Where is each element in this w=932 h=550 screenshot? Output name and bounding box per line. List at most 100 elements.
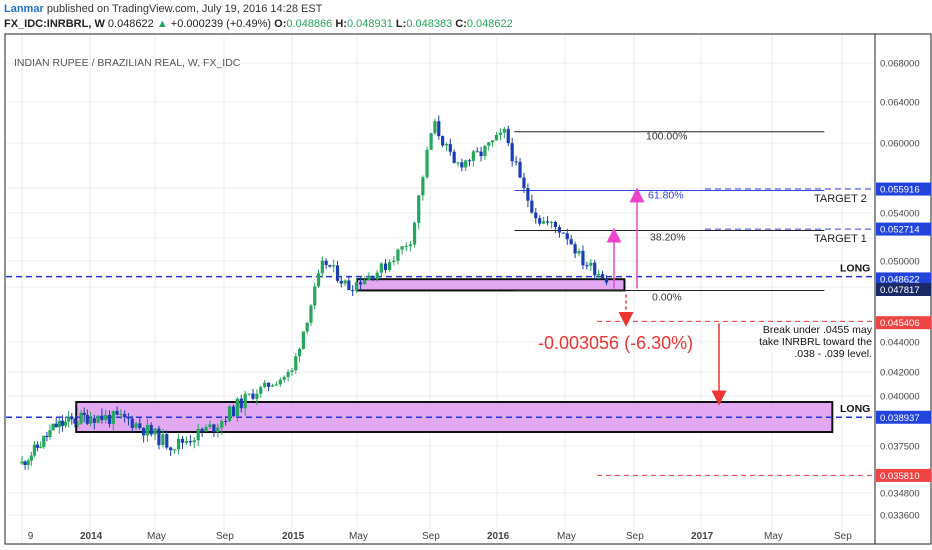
candle-body bbox=[169, 447, 173, 451]
candle-body bbox=[510, 143, 514, 162]
candle-body bbox=[332, 265, 336, 267]
candle-body bbox=[351, 290, 355, 292]
measure-label: -0.003056 (-6.30%) bbox=[538, 333, 693, 353]
candle-body bbox=[176, 438, 181, 450]
candle-body bbox=[239, 398, 243, 409]
candle-body bbox=[518, 161, 522, 178]
candle-body bbox=[294, 356, 298, 371]
candle-body bbox=[126, 417, 131, 419]
candle-body bbox=[51, 423, 55, 431]
chart-header: Lanmar published on TradingView.com, Jul… bbox=[0, 0, 932, 34]
target-label: TARGET 1 bbox=[814, 233, 867, 245]
y-tick-label: 0.037500 bbox=[880, 442, 920, 453]
candle-body bbox=[57, 420, 61, 428]
candles bbox=[20, 115, 609, 470]
candle-body bbox=[39, 446, 43, 448]
price-tag-text: 0.035810 bbox=[880, 471, 920, 482]
candle-body bbox=[371, 275, 375, 280]
candle-body bbox=[565, 233, 569, 240]
candle-body bbox=[165, 434, 169, 448]
fib-level-label: 38.20% bbox=[650, 232, 686, 244]
candle-body bbox=[35, 444, 40, 448]
candle-body bbox=[70, 416, 74, 420]
candle-body bbox=[224, 420, 228, 422]
candle-body bbox=[26, 460, 30, 466]
candle-body bbox=[180, 438, 185, 443]
candle-body bbox=[200, 428, 204, 432]
candle-body bbox=[119, 413, 123, 415]
candle-body bbox=[96, 415, 100, 423]
candle-body bbox=[600, 274, 605, 279]
candle-body bbox=[433, 121, 437, 134]
price-tag bbox=[876, 316, 931, 330]
candle-body bbox=[589, 262, 593, 266]
candle-body bbox=[483, 145, 487, 157]
x-axis-labels: 9 2014 May Sep 2015 May Sep 2016 May Sep 2017 May Se… bbox=[28, 531, 852, 542]
candle-body bbox=[479, 151, 483, 157]
candle-body bbox=[328, 265, 332, 267]
candle-body bbox=[408, 244, 413, 247]
x-tick-label: 9 bbox=[28, 531, 34, 542]
candle-body bbox=[448, 144, 452, 152]
candle-body bbox=[412, 222, 417, 245]
candle-body bbox=[343, 280, 347, 284]
candle-body bbox=[557, 227, 561, 233]
candle-body bbox=[107, 414, 112, 424]
candle-body bbox=[142, 427, 146, 436]
candle-body bbox=[316, 273, 321, 287]
candle-body bbox=[282, 376, 286, 380]
candle-body bbox=[487, 142, 491, 146]
candle-body bbox=[188, 441, 192, 443]
candle-body bbox=[522, 177, 526, 189]
candle-body bbox=[339, 280, 343, 284]
candle-body bbox=[452, 151, 456, 163]
candle-body bbox=[20, 461, 24, 464]
candle-body bbox=[400, 246, 404, 250]
high-value: 0.048931 bbox=[346, 18, 393, 30]
candle-body bbox=[549, 221, 554, 223]
candle-body bbox=[335, 265, 340, 281]
candle-body bbox=[82, 412, 86, 415]
candle-body bbox=[502, 128, 506, 133]
candle-body bbox=[388, 262, 392, 271]
candle-body bbox=[569, 239, 573, 245]
candle-body bbox=[60, 420, 65, 426]
x-tick-label: May bbox=[557, 531, 576, 542]
y-axis-labels: 0.068000 0.064000 0.060000 0.054000 0.050000… bbox=[876, 59, 931, 522]
candle-body bbox=[63, 421, 68, 426]
candle-body bbox=[441, 136, 445, 146]
candle-body bbox=[545, 221, 550, 223]
long-label: LONG bbox=[840, 263, 870, 275]
candle-body bbox=[467, 160, 472, 162]
candle-body bbox=[534, 212, 538, 219]
price-change: +0.000239 (+0.49%) bbox=[170, 18, 272, 30]
symbol-label[interactable]: FX_IDC:INRBRL, W bbox=[4, 18, 105, 30]
candle-body bbox=[437, 121, 441, 137]
candle-body bbox=[494, 134, 499, 141]
candle-body bbox=[417, 195, 421, 223]
candle-body bbox=[251, 393, 255, 399]
x-tick-label: 2014 bbox=[80, 531, 103, 542]
author-name[interactable]: Lanmar bbox=[4, 3, 44, 15]
candle-body bbox=[553, 221, 558, 228]
candle-body bbox=[313, 286, 317, 306]
note-line: .038 - .039 level. bbox=[794, 348, 872, 360]
candle-body bbox=[363, 279, 367, 285]
candle-body bbox=[538, 218, 542, 224]
candle-body bbox=[196, 428, 200, 441]
candle-body bbox=[212, 424, 216, 432]
candle-body bbox=[32, 444, 37, 456]
x-tick-label: Sep bbox=[626, 531, 644, 542]
x-tick-label: Sep bbox=[216, 531, 234, 542]
candle-body bbox=[542, 221, 546, 224]
fib-level-label: 61.80% bbox=[648, 190, 684, 202]
candle-body bbox=[498, 132, 502, 135]
open-label: O: bbox=[274, 18, 287, 30]
candle-body bbox=[100, 415, 104, 421]
candle-body bbox=[324, 260, 328, 266]
candle-body bbox=[111, 411, 115, 424]
candle-body bbox=[255, 393, 259, 399]
candle-body bbox=[29, 455, 33, 461]
candle-body bbox=[73, 419, 77, 424]
